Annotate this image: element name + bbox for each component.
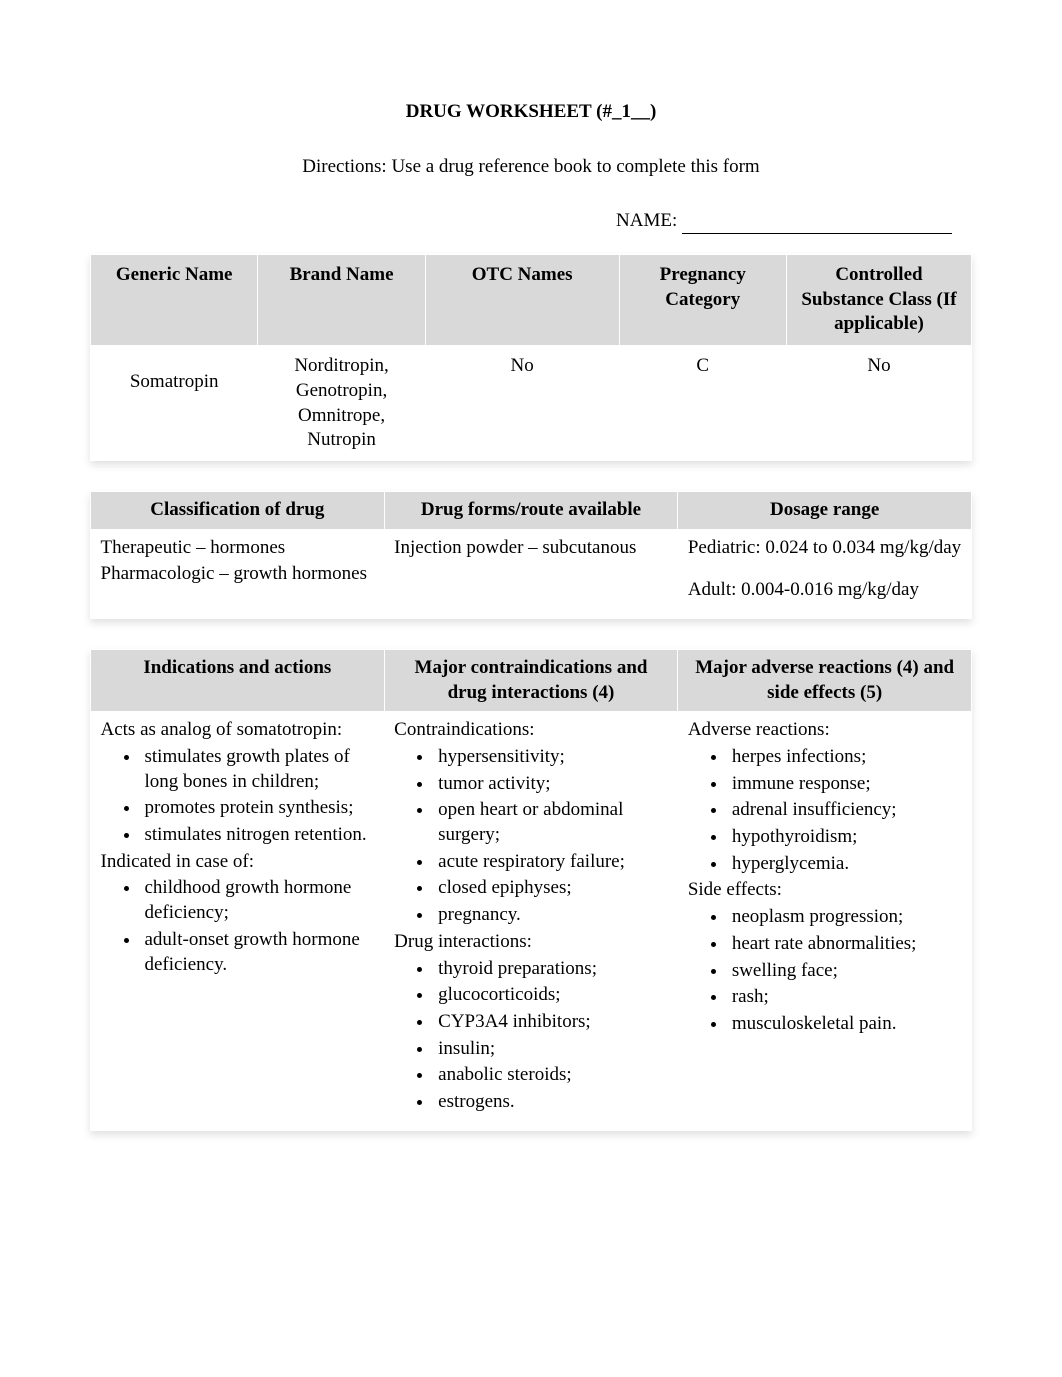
cell-brand-name: Norditropin, Genotropin, Omnitrope, Nutr… xyxy=(258,346,425,461)
col-dosage: Dosage range xyxy=(678,491,972,529)
list-item: pregnancy. xyxy=(434,903,668,928)
col-reactions: Major adverse reactions (4) and side eff… xyxy=(678,649,972,711)
list-item: immune response; xyxy=(728,772,962,797)
drug-interactions-heading: Drug interactions: xyxy=(394,930,668,955)
contra-list: hypersensitivity;tumor activity;open hea… xyxy=(434,745,668,928)
list-item: childhood growth hormone deficiency; xyxy=(141,876,375,925)
contra-heading: Contraindications: xyxy=(394,718,668,743)
cell-forms: Injection powder – subcutanous xyxy=(384,529,678,619)
directions-text: Directions: Use a drug reference book to… xyxy=(90,155,972,180)
list-item: hypersensitivity; xyxy=(434,745,668,770)
cell-classification: Therapeutic – hormones Pharmacologic – g… xyxy=(91,529,385,619)
list-item: CYP3A4 inhibitors; xyxy=(434,1010,668,1035)
page-title: DRUG WORKSHEET (#_1__) xyxy=(90,100,972,125)
list-item: open heart or abdominal surgery; xyxy=(434,798,668,847)
spacer xyxy=(688,562,962,576)
col-generic-name: Generic Name xyxy=(91,255,258,346)
cell-contraindications: Contraindications: hypersensitivity;tumo… xyxy=(384,712,678,1131)
list-item: insulin; xyxy=(434,1037,668,1062)
name-label: NAME: xyxy=(616,210,677,231)
list-item: stimulates nitrogen retention. xyxy=(141,823,375,848)
list-item: neoplasm progression; xyxy=(728,905,962,930)
col-contraindications: Major contraindications and drug interac… xyxy=(384,649,678,711)
indicated-heading: Indicated in case of: xyxy=(101,850,375,875)
list-item: estrogens. xyxy=(434,1090,668,1115)
cell-otc-names: No xyxy=(425,346,619,461)
cell-generic-name: Somatropin xyxy=(91,346,258,461)
cell-controlled-substance: No xyxy=(786,346,971,461)
table-row: Somatropin Norditropin, Genotropin, Omni… xyxy=(91,346,972,461)
col-indications: Indications and actions xyxy=(91,649,385,711)
list-item: adult-onset growth hormone deficiency. xyxy=(141,928,375,977)
side-effects-heading: Side effects: xyxy=(688,878,962,903)
adverse-list: herpes infections;immune response;adrena… xyxy=(728,745,962,876)
table-header-row: Classification of drug Drug forms/route … xyxy=(91,491,972,529)
dosage-adult: Adult: 0.004-0.016 mg/kg/day xyxy=(688,578,962,603)
cell-reactions: Adverse reactions: herpes infections;imm… xyxy=(678,712,972,1131)
col-pregnancy-category: Pregnancy Category xyxy=(619,255,786,346)
col-controlled-substance: Controlled Substance Class (If applicabl… xyxy=(786,255,971,346)
list-item: rash; xyxy=(728,985,962,1010)
classification-pharmacologic: Pharmacologic – growth hormones xyxy=(101,562,375,587)
list-item: heart rate abnormalities; xyxy=(728,932,962,957)
list-item: swelling face; xyxy=(728,959,962,984)
list-item: acute respiratory failure; xyxy=(434,850,668,875)
list-item: hypothyroidism; xyxy=(728,825,962,850)
drug-class-table: Classification of drug Drug forms/route … xyxy=(90,491,972,619)
drug-interactions-list: thyroid preparations;glucocorticoids;CYP… xyxy=(434,957,668,1115)
col-brand-name: Brand Name xyxy=(258,255,425,346)
cell-indications: Acts as analog of somatotropin: stimulat… xyxy=(91,712,385,1131)
table-header-row: Generic Name Brand Name OTC Names Pregna… xyxy=(91,255,972,346)
table-row: Acts as analog of somatotropin: stimulat… xyxy=(91,712,972,1131)
list-item: tumor activity; xyxy=(434,772,668,797)
list-item: musculoskeletal pain. xyxy=(728,1012,962,1037)
list-item: herpes infections; xyxy=(728,745,962,770)
adverse-heading: Adverse reactions: xyxy=(688,718,962,743)
list-item: adrenal insufficiency; xyxy=(728,798,962,823)
forms-text: Injection powder – subcutanous xyxy=(394,536,668,561)
col-forms: Drug forms/route available xyxy=(384,491,678,529)
drug-id-table: Generic Name Brand Name OTC Names Pregna… xyxy=(90,254,972,461)
name-blank-line xyxy=(682,233,952,234)
indications-intro: Acts as analog of somatotropin: xyxy=(101,718,375,743)
list-item: thyroid preparations; xyxy=(434,957,668,982)
cell-pregnancy-category: C xyxy=(619,346,786,461)
col-otc-names: OTC Names xyxy=(425,255,619,346)
list-item: hyperglycemia. xyxy=(728,852,962,877)
table-header-row: Indications and actions Major contraindi… xyxy=(91,649,972,711)
cell-dosage: Pediatric: 0.024 to 0.034 mg/kg/day Adul… xyxy=(678,529,972,619)
name-field-row: NAME: xyxy=(90,209,972,234)
indications-action-list: stimulates growth plates of long bones i… xyxy=(141,745,375,848)
list-item: promotes protein synthesis; xyxy=(141,796,375,821)
indicated-list: childhood growth hormone deficiency;adul… xyxy=(141,876,375,977)
table-row: Therapeutic – hormones Pharmacologic – g… xyxy=(91,529,972,619)
dosage-pediatric: Pediatric: 0.024 to 0.034 mg/kg/day xyxy=(688,536,962,561)
list-item: stimulates growth plates of long bones i… xyxy=(141,745,375,794)
list-item: closed epiphyses; xyxy=(434,876,668,901)
classification-therapeutic: Therapeutic – hormones xyxy=(101,536,375,561)
list-item: glucocorticoids; xyxy=(434,983,668,1008)
list-item: anabolic steroids; xyxy=(434,1063,668,1088)
side-effects-list: neoplasm progression;heart rate abnormal… xyxy=(728,905,962,1036)
drug-details-table: Indications and actions Major contraindi… xyxy=(90,649,972,1131)
col-classification: Classification of drug xyxy=(91,491,385,529)
